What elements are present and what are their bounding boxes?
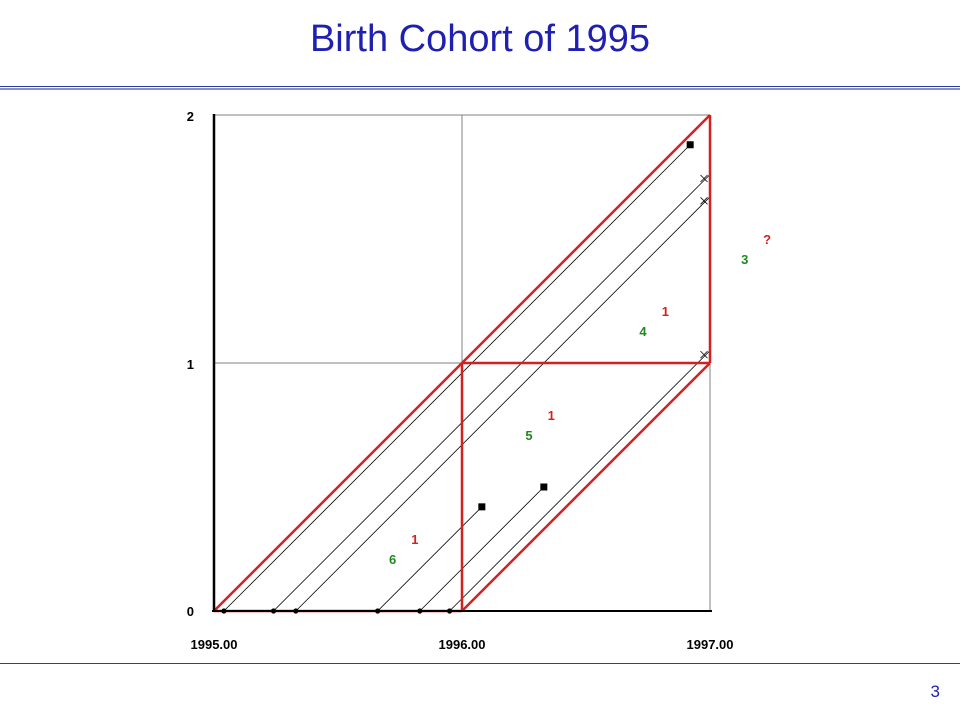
life-line	[377, 506, 483, 612]
title-divider	[0, 86, 960, 90]
birth-dot	[293, 608, 299, 614]
census-count-label: 5	[525, 428, 532, 443]
y-tick-label: 2	[187, 109, 194, 124]
slide-title: Birth Cohort of 1995	[309, 18, 651, 60]
census-count-label: 3	[741, 252, 748, 267]
death-marker	[478, 503, 486, 511]
birth-dot	[221, 608, 227, 614]
y-tick-label: 0	[187, 604, 194, 619]
censor-marker	[700, 350, 708, 359]
death-count-label: 1	[411, 532, 418, 547]
death-count-label: 1	[662, 304, 669, 319]
death-marker	[686, 141, 694, 149]
birth-dot	[270, 608, 277, 614]
life-lines	[223, 144, 711, 612]
life-line	[419, 486, 545, 612]
death-marker	[540, 483, 548, 491]
x-tick-label: 1996.00	[439, 637, 486, 652]
death-count-label: ?	[763, 232, 771, 247]
x-tick-label: 1997.00	[687, 637, 734, 652]
event-markers	[221, 141, 708, 614]
censor-marker	[700, 174, 708, 183]
census-count-label: 6	[389, 552, 396, 567]
birth-dot	[447, 608, 453, 614]
cohort-lower-diagonal	[461, 362, 711, 612]
life-line	[223, 144, 691, 612]
censor-marker	[700, 197, 708, 205]
page-number: 3	[930, 682, 940, 701]
footer-divider	[0, 663, 960, 664]
death-count-label: 1	[548, 408, 555, 423]
x-tick-label: 1995.00	[191, 637, 238, 652]
life-line	[295, 196, 711, 612]
y-tick-label: 1	[187, 357, 194, 372]
birth-dot	[417, 608, 423, 614]
birth-dot	[375, 608, 381, 614]
life-line	[273, 174, 711, 612]
axis-labels: 1995.00 1996.00 1997.00 0 1 2	[187, 109, 734, 652]
census-count-label: 4	[639, 324, 647, 339]
life-line	[449, 350, 711, 612]
